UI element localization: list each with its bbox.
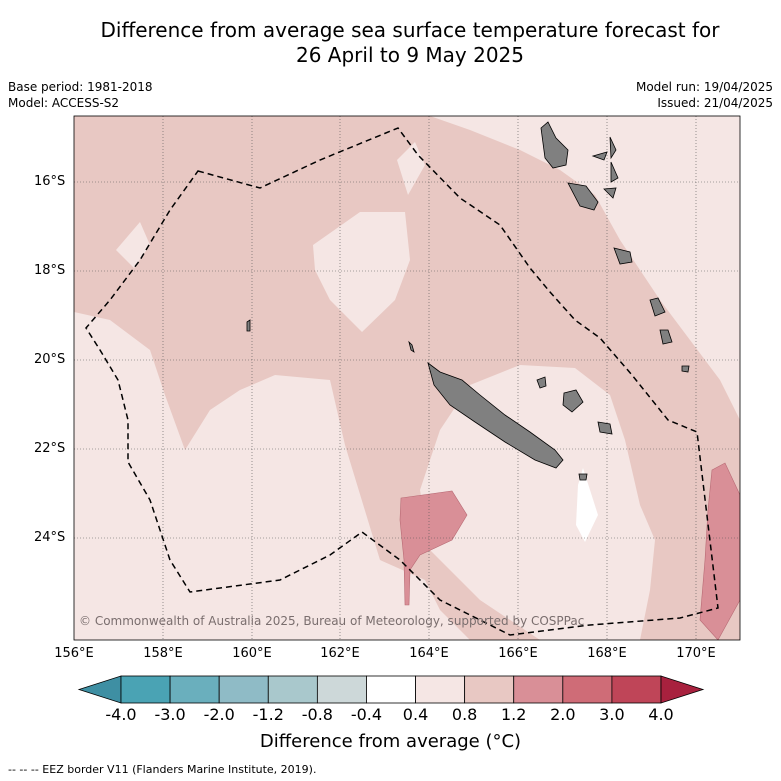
colorbar-segment (562, 675, 613, 704)
copyright-text: © Commonwealth of Australia 2025, Bureau… (79, 614, 585, 628)
map-title-line2: 26 April to 9 May 2025 (296, 43, 524, 67)
isle-of-pines (578, 473, 588, 481)
small-island-west (246, 319, 251, 332)
new-caledonia (427, 361, 564, 469)
colorbar-tick-label: -0.8 (301, 705, 333, 724)
eez-legend-note: -- -- -- EEZ border V11 (Flanders Marine… (8, 763, 317, 776)
vanuatu-island-7 (613, 247, 633, 265)
colorbar-segment (415, 675, 466, 704)
colorbar-tick-label: -3.0 (154, 705, 186, 724)
lon-label-156e: 156°E (54, 646, 94, 661)
sst-white-region (576, 468, 598, 542)
sst-light-region-ne-tip (716, 272, 740, 320)
map-title: Difference from average sea surface temp… (40, 18, 780, 68)
loyalty-island-1 (562, 389, 584, 413)
colorbar-segment (169, 675, 220, 704)
meta-right: Model run: 19/04/2025 Issued: 21/04/2025 (636, 79, 773, 111)
small-island-nw (408, 340, 415, 353)
colorbar-segment (316, 675, 367, 704)
colorbar-tick-label: -0.4 (350, 705, 383, 724)
sst-light-region-south (74, 628, 260, 640)
sst-light-region-east (420, 365, 655, 640)
lon-label-170e: 170°E (676, 646, 716, 661)
eez-border (85, 127, 719, 636)
meta-left: Base period: 1981-2018 Model: ACCESS-S2 (8, 79, 153, 111)
map-frame (73, 115, 741, 641)
map-title-line1: Difference from average sea surface temp… (100, 18, 720, 42)
base-period: Base period: 1981-2018 (8, 80, 153, 94)
vanuatu-island-5 (610, 161, 619, 183)
model-name: Model: ACCESS-S2 (8, 96, 120, 110)
loyalty-island-3 (536, 376, 547, 389)
sst-warm-patch-east (699, 462, 740, 640)
sst-light-region-center (313, 212, 410, 332)
vanuatu-island-8 (649, 297, 666, 317)
colorbar-tick-label: 2.0 (550, 705, 576, 724)
colorbar-tick-label: 1.2 (500, 705, 527, 724)
vanuatu-island-9 (659, 329, 673, 345)
vanuatu-north-island (540, 121, 569, 169)
colorbar-arrow-low (77, 675, 122, 704)
lon-label-168e: 168°E (587, 646, 627, 661)
colorbar (77, 675, 705, 704)
colorbar-segment (611, 675, 662, 704)
colorbar-segment (513, 675, 564, 704)
lon-label-166e: 166°E (498, 646, 538, 661)
lon-label-158e: 158°E (143, 646, 183, 661)
colorbar-tick-label: 4.0 (648, 705, 674, 724)
gridlines (74, 116, 740, 640)
lon-label-162e: 162°E (320, 646, 360, 661)
colorbar-title: Difference from average (°C) (259, 731, 522, 752)
lat-label-16s: 16°S (34, 174, 66, 189)
land-masses (246, 121, 690, 481)
vanuatu-island-2 (567, 182, 599, 211)
colorbar-tick-label: 0.8 (451, 705, 478, 724)
lat-label-22s: 22°S (34, 441, 66, 456)
lat-label-20s: 20°S (34, 352, 66, 367)
colorbar-arrow-high (660, 675, 705, 704)
colorbar-tick-label: 0.4 (402, 705, 429, 724)
colorbar-segment (464, 675, 515, 704)
colorbar-tick-label: -2.0 (203, 705, 235, 724)
vanuatu-island-10 (681, 365, 690, 373)
vanuatu-island-3 (591, 151, 608, 161)
colorbar-segment (267, 675, 318, 704)
colorbar-segment (218, 675, 269, 704)
vanuatu-island-4 (609, 136, 617, 160)
sst-light-region-west (74, 312, 470, 640)
colorbar-tick-label: -1.2 (252, 705, 284, 724)
lat-label-24s: 24°S (34, 530, 66, 545)
lon-label-164e: 164°E (409, 646, 449, 661)
colorbar-segment (366, 675, 416, 704)
vanuatu-island-6 (603, 187, 617, 199)
lon-label-160e: 160°E (232, 646, 272, 661)
sst-light-region-northeast (430, 116, 740, 420)
model-run: Model run: 19/04/2025 (635, 80, 773, 94)
issued-date: Issued: 21/04/2025 (657, 96, 773, 110)
colorbar-segment (120, 675, 171, 704)
colorbar-tick-label: -4.0 (105, 705, 137, 724)
loyalty-island-2 (597, 421, 613, 435)
colorbar-tick-label: 3.0 (599, 705, 625, 724)
lat-label-18s: 18°S (34, 263, 66, 278)
